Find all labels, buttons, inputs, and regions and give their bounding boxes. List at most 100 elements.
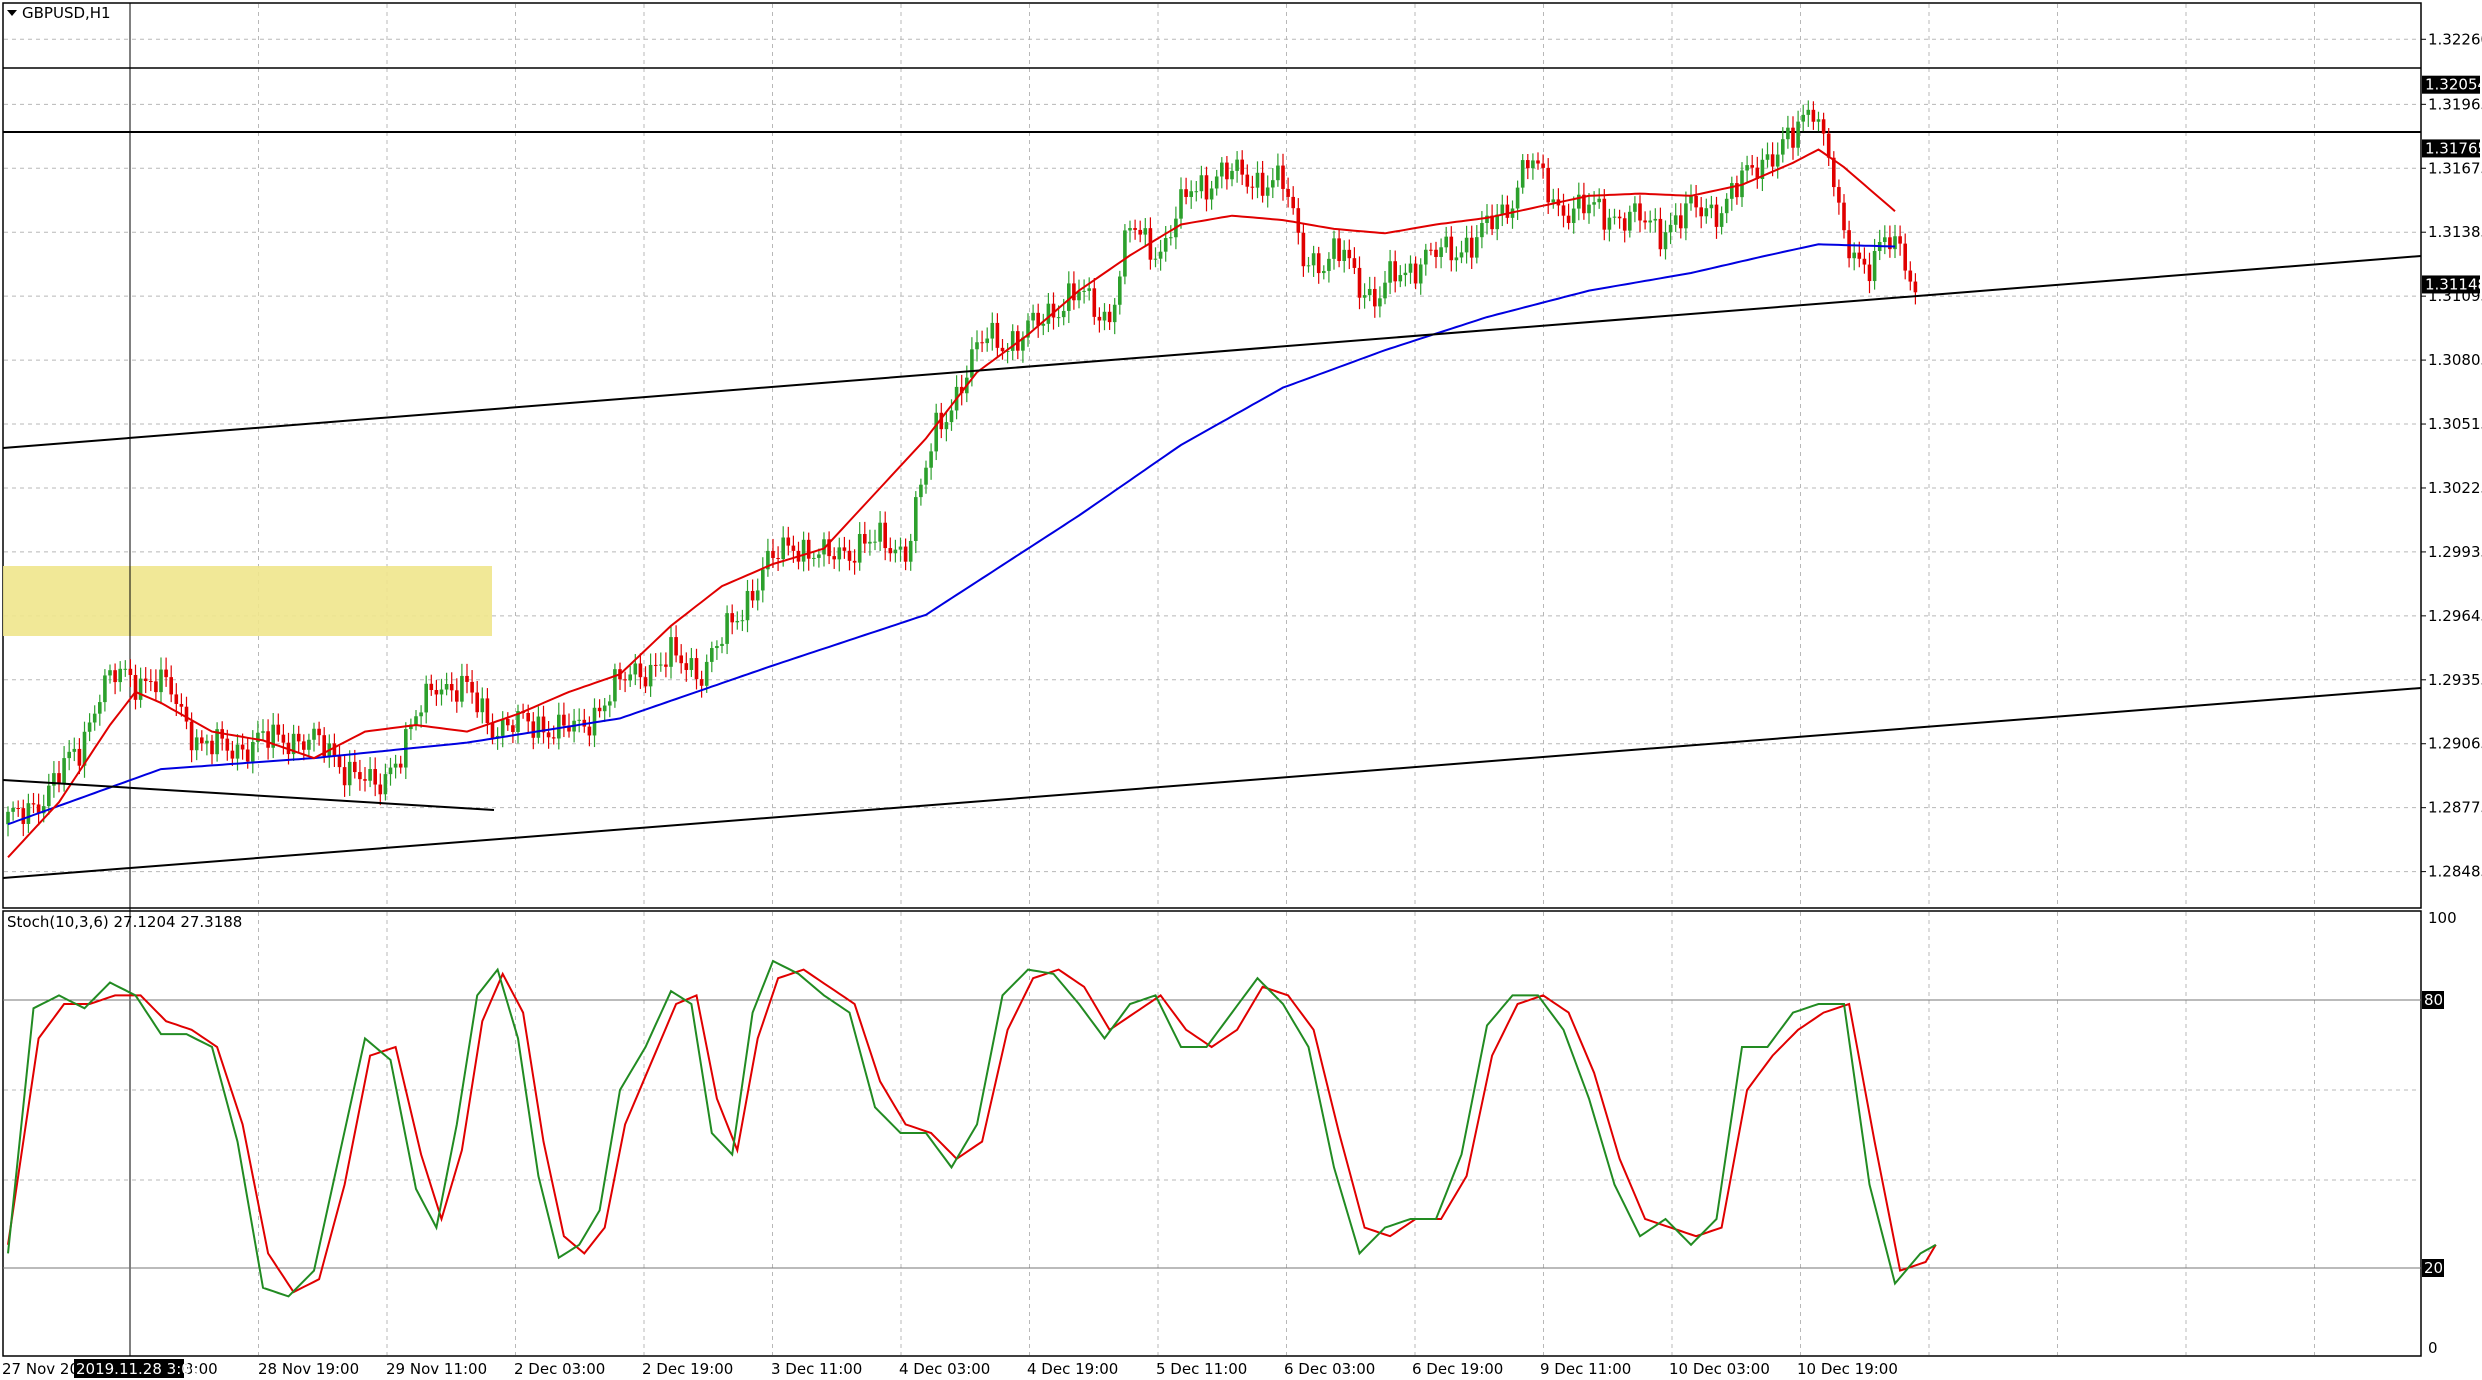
candle [1332, 230, 1336, 270]
candle [1760, 148, 1765, 192]
candle [133, 664, 138, 710]
candle [1673, 203, 1678, 232]
price-axis-label: 1.30225 [2428, 479, 2482, 497]
symbol-label: GBPUSD,H1 [22, 4, 111, 22]
candle [1373, 276, 1377, 318]
candle [1000, 339, 1005, 360]
candle [506, 712, 510, 731]
candle [1388, 249, 1392, 295]
candle [1097, 307, 1102, 333]
candle [414, 710, 418, 731]
stoch-level-tag-20: 20 [2422, 1259, 2444, 1277]
candle [184, 696, 189, 730]
candle [103, 669, 107, 712]
candle [1653, 208, 1658, 233]
candle [975, 330, 979, 362]
candle [613, 663, 617, 708]
candle [1357, 256, 1362, 310]
candle [373, 757, 377, 797]
candle [1077, 279, 1081, 309]
candle [852, 549, 857, 575]
candle [1021, 331, 1025, 363]
candle [1352, 247, 1357, 275]
candle [1898, 225, 1902, 256]
candle [903, 538, 908, 571]
candle [669, 625, 673, 679]
candle [985, 327, 989, 352]
candle [1169, 225, 1173, 246]
candle [1067, 271, 1071, 324]
crosshair-time-tag: 2019.11.28 3:00 [74, 1359, 200, 1378]
candle [1347, 239, 1352, 270]
candle [368, 757, 372, 788]
candle [1311, 245, 1316, 277]
candle [1378, 286, 1382, 318]
candle [500, 711, 505, 748]
candle [1837, 179, 1841, 215]
price-axis-label: 1.28485 [2428, 863, 2482, 881]
candle [1189, 180, 1193, 209]
candle [1454, 246, 1459, 272]
candle [1679, 203, 1683, 239]
candle [623, 671, 627, 693]
candle [256, 720, 260, 753]
candle [342, 755, 347, 797]
candle [398, 755, 403, 774]
price-axis-label: 1.29645 [2428, 607, 2482, 625]
candle [878, 511, 882, 552]
candle [597, 699, 602, 718]
candle [1587, 193, 1591, 224]
candle [36, 793, 41, 826]
candle [740, 609, 745, 632]
time-axis-label: 2 Dec 19:00 [642, 1360, 733, 1378]
candle [67, 740, 71, 771]
symbol-dropdown-icon[interactable] [7, 10, 17, 16]
lower-channel-trendline[interactable] [2, 687, 2422, 879]
candle [108, 664, 112, 684]
stoch-main-line [7, 959, 1937, 1298]
candle [16, 800, 20, 817]
candle [684, 652, 689, 682]
candle [291, 724, 296, 761]
candle [1301, 223, 1306, 277]
candle [475, 681, 479, 718]
price-axis-label: 1.31675 [2428, 159, 2482, 177]
candle [1566, 203, 1571, 230]
candle [1526, 154, 1530, 180]
candle [1617, 209, 1622, 229]
candle [1413, 256, 1418, 290]
short-descending-trendline[interactable] [2, 779, 495, 811]
price-axis: 1.322601.319651.316751.313851.310951.308… [2421, 30, 2482, 881]
candle [1204, 166, 1209, 212]
candle [832, 547, 836, 569]
candle [715, 640, 719, 660]
candle [143, 667, 148, 694]
candle [455, 678, 459, 713]
candle [1490, 204, 1494, 236]
candle [1398, 265, 1403, 288]
candle [674, 625, 678, 663]
supply-zone-rectangle[interactable] [3, 566, 492, 636]
candle [587, 716, 592, 747]
candle [1281, 153, 1285, 201]
moving-average-fast-line [7, 148, 1896, 858]
upper-channel-trendline[interactable] [2, 255, 2422, 449]
candle [1714, 196, 1719, 239]
candle [929, 443, 933, 480]
candle [1255, 161, 1260, 199]
candle [1724, 193, 1729, 224]
candle [332, 733, 337, 767]
candle [1852, 242, 1856, 271]
candle [1362, 283, 1367, 309]
candle [817, 548, 821, 568]
candle [1862, 247, 1867, 274]
candle [1087, 277, 1091, 301]
crosshair-time-label: 2019.11.28 3:00 [76, 1360, 200, 1378]
candle [1607, 208, 1612, 242]
candle [1286, 177, 1290, 208]
candle [562, 702, 566, 738]
candle [1597, 188, 1601, 209]
candle [1561, 193, 1566, 228]
candle [470, 670, 474, 704]
candle [194, 729, 199, 761]
